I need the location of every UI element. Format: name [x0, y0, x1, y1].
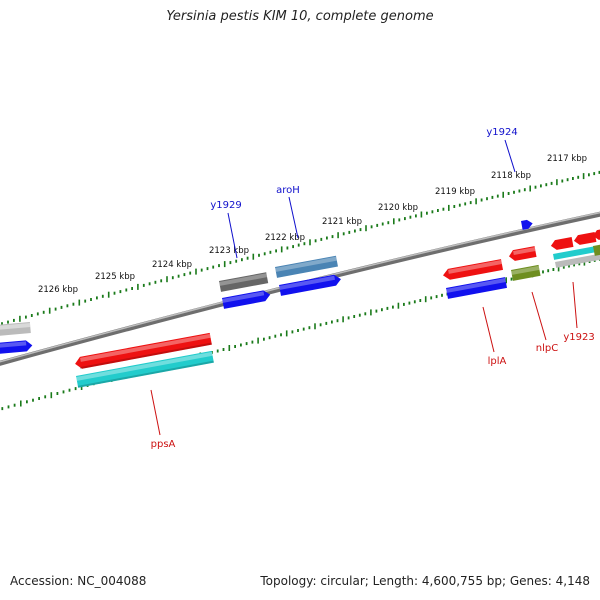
gene-label-y1923[interactable]: y1923: [563, 332, 594, 343]
gene-label-ppsA[interactable]: ppsA: [151, 439, 176, 450]
gene-right-1[interactable]: [550, 236, 574, 251]
gene-right-2[interactable]: [573, 231, 597, 246]
gene-left-2[interactable]: [0, 340, 33, 354]
cds-y1929-shine: [222, 291, 265, 303]
cds-ppsA-shine: [76, 351, 213, 381]
leader-nlpC: [531, 291, 547, 341]
label-leader-lines: [150, 139, 578, 436]
cds-ppsA[interactable]: [76, 350, 214, 388]
gene-lplA-shape: [443, 259, 503, 280]
cds-y1924[interactable]: [521, 219, 533, 230]
kbp-label-2126: 2126 kbp: [38, 285, 78, 295]
gene-label-y1929[interactable]: y1929: [210, 200, 241, 211]
leader-y1929: [227, 212, 238, 259]
gene-right-4[interactable]: [593, 244, 600, 256]
gene-ppsA-shape: [75, 332, 212, 369]
leader-lplA: [482, 306, 495, 353]
gene-left-2-shine: [0, 341, 27, 348]
cds-nlpC[interactable]: [510, 264, 541, 281]
gene-label-lplA[interactable]: lplA: [488, 356, 507, 367]
accession-text: Accession: NC_004088: [10, 574, 147, 588]
gene-label-aroH[interactable]: aroH: [276, 185, 300, 196]
kbp-label-2117: 2117 kbp: [547, 154, 587, 164]
gene-aroH-shape: [275, 255, 338, 278]
gene-left-2-shape: [0, 340, 33, 354]
cds-y1923-shape: [555, 253, 600, 268]
kbp-label-2122: 2122 kbp: [265, 233, 305, 243]
gene-right-3-shape: [592, 228, 600, 240]
gene-lplA[interactable]: [442, 259, 503, 281]
genome-title: Yersinia pestis KIM 10, complete genome: [166, 9, 434, 24]
cds-y1929-shape: [222, 290, 271, 309]
gene-label-y1924[interactable]: y1924: [486, 127, 517, 138]
cds-aroH[interactable]: [279, 274, 342, 296]
inner-tick-ring: [1, 257, 600, 411]
cds-nlpC-shape: [510, 264, 541, 281]
gene-y1929[interactable]: [219, 272, 269, 292]
cds-aroH-shape: [279, 274, 341, 296]
gene-y1929-shine: [219, 273, 268, 286]
cds-ppsA-shade: [77, 360, 214, 388]
kbp-label-2124: 2124 kbp: [152, 260, 192, 270]
gene-left-1-shape: [0, 322, 31, 336]
gene-ppsA-shade: [79, 342, 212, 370]
gene-features: [0, 219, 600, 388]
kbp-label-2123: 2123 kbp: [209, 246, 249, 256]
kbp-label-2121: 2121 kbp: [322, 217, 362, 227]
gene-left-1[interactable]: [0, 322, 31, 336]
gene-right-2-shape: [573, 231, 597, 245]
outer-tick-ring: [1, 170, 600, 326]
gene-right-1-shape: [550, 236, 574, 250]
cds-lplA[interactable]: [446, 277, 507, 299]
cds-lplA-shine: [446, 278, 506, 293]
genome-summary-text: Topology: circular; Length: 4,600,755 bp…: [260, 574, 590, 588]
cds-aroH-shine: [279, 275, 335, 290]
cds-nlpC-shine: [511, 265, 540, 275]
gene-right-3[interactable]: [592, 228, 600, 240]
leader-aroH: [288, 196, 299, 239]
leader-y1924: [504, 139, 516, 173]
gene-aroH-shine: [275, 256, 337, 272]
gene-aroH[interactable]: [275, 255, 338, 278]
kbp-label-2118: 2118 kbp: [491, 171, 531, 181]
cds-y1924-shape: [521, 219, 533, 230]
gene-nlpC[interactable]: [508, 246, 537, 262]
cds-lplA-shape: [446, 277, 507, 299]
gene-y1923[interactable]: [553, 245, 600, 260]
gene-y1929-shape: [219, 272, 269, 292]
leader-ppsA: [150, 389, 161, 436]
gene-label-nlpC[interactable]: nlpC: [536, 343, 558, 354]
kbp-label-2125: 2125 kbp: [95, 272, 135, 282]
cds-ppsA-shape: [76, 350, 214, 388]
gene-ppsA[interactable]: [74, 332, 212, 370]
gene-lplA-shine: [448, 260, 502, 274]
gene-ppsA-shine: [80, 333, 211, 362]
gene-labels: y1924 aroH y1929 lplA nlpC y1923 ppsA: [151, 127, 595, 450]
cds-y1929[interactable]: [222, 289, 271, 309]
cds-y1923[interactable]: [555, 253, 600, 268]
gene-right-4-shape: [593, 244, 600, 256]
gene-y1923-shape: [553, 245, 600, 260]
leader-y1923: [572, 281, 578, 329]
kbp-label-2119: 2119 kbp: [435, 187, 475, 197]
kbp-labels: 2117 kbp 2118 kbp 2119 kbp 2120 kbp 2121…: [38, 154, 587, 295]
kbp-label-2120: 2120 kbp: [378, 203, 418, 213]
gene-nlpC-shape: [509, 246, 537, 261]
gene-left-1-shine: [0, 323, 31, 330]
gene-nlpC-shine: [513, 247, 536, 256]
